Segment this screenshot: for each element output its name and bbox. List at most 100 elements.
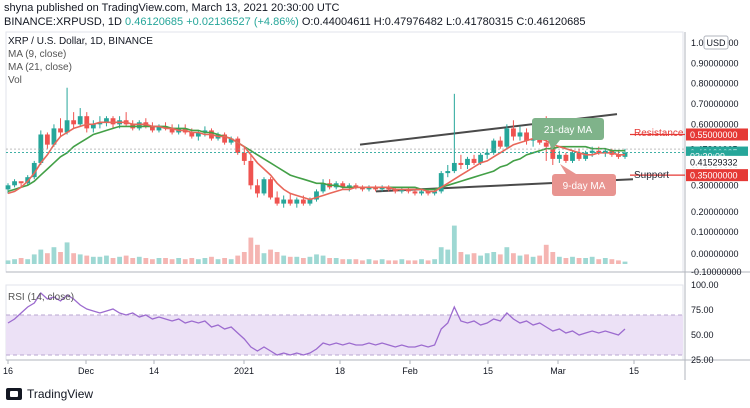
candle-body	[589, 150, 595, 153]
volume-bar	[51, 247, 57, 264]
ohlc-line: BINANCE:XRPUSD, 1D 0.46120685 +0.0213652…	[4, 16, 585, 28]
candle-body	[537, 138, 543, 143]
candle-body	[346, 185, 352, 188]
candle-body	[445, 171, 451, 174]
moving-averages	[7, 121, 625, 201]
ma21-pointer	[548, 140, 560, 150]
volume-bar	[281, 255, 287, 264]
candle-body	[235, 138, 241, 153]
candle-body	[616, 154, 621, 157]
volume-bar	[58, 252, 63, 264]
chart-legend: XRP / U.S. Dollar, 1D, BINANCE MA (9, cl…	[8, 36, 153, 86]
volume-bar	[622, 261, 628, 264]
candle-body	[576, 152, 582, 159]
candle-body	[274, 197, 280, 204]
candle-body	[432, 191, 438, 194]
candle-body	[228, 138, 234, 143]
ma9-line	[7, 121, 625, 201]
volume-bar	[602, 258, 608, 264]
rsi-tick: 100.00	[691, 280, 719, 290]
volume-bar	[71, 253, 77, 264]
candle-body	[5, 185, 11, 190]
price-tick: 0.10000000	[691, 227, 739, 237]
candle-body	[596, 150, 602, 153]
volume-bar	[150, 259, 155, 264]
volume-bar	[77, 254, 83, 264]
candle-body	[458, 162, 464, 165]
candle-body	[150, 126, 155, 131]
price-chart[interactable]: 1.000000000.900000000.800000000.70000000…	[0, 0, 750, 380]
price-tag-label: 0.41529332	[690, 157, 738, 167]
candle-body	[58, 128, 63, 133]
candles	[5, 87, 628, 208]
candle-body	[77, 116, 83, 125]
volume-bar	[90, 256, 96, 264]
volume-bar	[169, 259, 175, 264]
rsi-tick: 25.00	[691, 355, 714, 365]
price-tick: 0.30000000	[691, 180, 739, 190]
volume-bar	[405, 260, 411, 264]
price-tag-bg	[686, 155, 748, 168]
price-tick: 0.20000000	[691, 207, 739, 217]
candle-body	[504, 128, 510, 147]
volume-bar	[340, 259, 346, 264]
volume-bar	[366, 259, 372, 264]
volume-bar	[97, 256, 103, 264]
price-tick: 0.00000000	[691, 249, 739, 259]
volume-bar	[379, 259, 385, 264]
volume-bar	[44, 253, 50, 264]
price-tick: 0.70000000	[691, 99, 739, 109]
volume-bar	[117, 256, 122, 264]
legend-ma9: MA (9, close)	[8, 49, 66, 60]
volume-bar	[300, 258, 306, 264]
volume-bar	[104, 255, 109, 264]
candle-body	[268, 179, 273, 198]
candle-body	[570, 152, 575, 161]
volume-bar	[163, 258, 168, 264]
tradingview-logo[interactable]: TradingView	[6, 387, 93, 401]
time-tick-label: Feb	[402, 366, 418, 376]
volume-bar	[176, 258, 182, 264]
time-tick-label: Mar	[550, 366, 566, 376]
volume-bar	[228, 259, 234, 264]
rsi-legend: RSI (14, close)	[8, 292, 74, 303]
volume-bar	[123, 255, 129, 264]
volume-bar	[241, 252, 247, 264]
candle-body	[241, 152, 247, 161]
candle-body	[511, 128, 516, 137]
volume-bar	[12, 259, 17, 264]
candle-body	[195, 132, 201, 137]
volume-bar	[517, 255, 523, 264]
ma9-pointer	[560, 164, 576, 174]
main-pane-border	[5, 31, 684, 273]
candle-body	[163, 126, 168, 129]
candle-body	[110, 118, 116, 125]
rsi-tick: 50.00	[691, 330, 714, 340]
volume-bar	[484, 253, 490, 264]
candle-body	[248, 160, 254, 186]
currency-box[interactable]: USD	[703, 35, 729, 50]
candle-body	[530, 138, 536, 141]
volume-bar	[261, 253, 267, 264]
volume-bar	[550, 252, 556, 264]
volume-bar	[432, 259, 438, 264]
candle-body	[320, 183, 326, 192]
candle-body	[360, 187, 365, 190]
volume-bar	[156, 258, 162, 264]
volume-bar	[84, 255, 90, 264]
volume-bar	[583, 258, 589, 264]
volume-bar	[616, 260, 621, 264]
rsi-band	[6, 315, 683, 355]
rsi-tick: 75.00	[691, 305, 714, 315]
resistance-label: Resistance	[634, 128, 684, 139]
volume-bar	[294, 256, 300, 264]
volume-bar	[386, 260, 392, 264]
ma9-annotation: 9-day MA	[563, 181, 606, 192]
candle-body	[71, 120, 77, 125]
candle-body	[202, 130, 208, 133]
volume-bars	[5, 225, 628, 264]
price-tick: -0.10000000	[691, 267, 742, 277]
volume-bar	[327, 258, 333, 264]
volume-bar	[195, 259, 201, 264]
candle-body	[84, 116, 90, 129]
